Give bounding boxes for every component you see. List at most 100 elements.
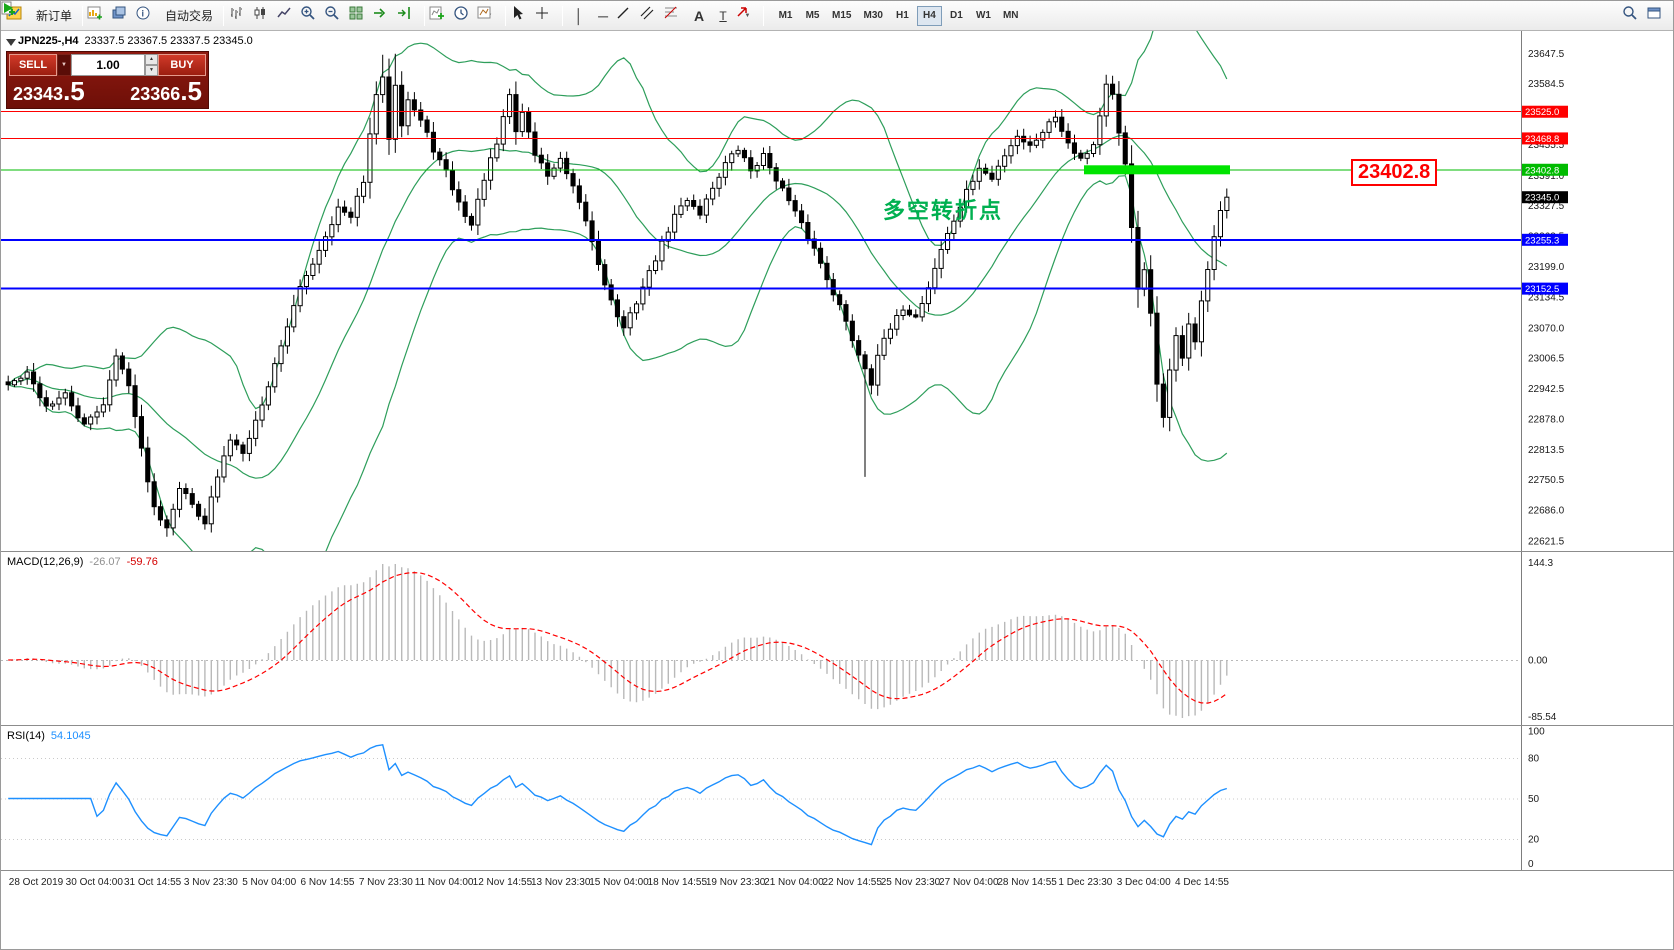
candlestick-chart-icon[interactable] [252, 5, 276, 27]
timeframe-W1[interactable]: W1 [971, 6, 996, 26]
cursor-icon[interactable] [510, 5, 534, 27]
timeframe-H1[interactable]: H1 [890, 6, 915, 26]
chart-shift-icon[interactable] [396, 5, 420, 27]
timeframe-M1[interactable]: M1 [773, 6, 798, 26]
timeframe-D1[interactable]: D1 [944, 6, 969, 26]
timeframe-group: M1 M5 M15 M30 H1 H4 D1 W1 MN [772, 5, 1024, 26]
macd-scale-label: 0.00 [1528, 656, 1548, 667]
time-label: 27 Nov 04:00 [939, 877, 999, 888]
rsi-panel: 100 80 50 20 0 RSI(14) 54.1045 [1, 725, 1674, 871]
time-label: 13 Nov 23:30 [530, 877, 591, 888]
time-label: 15 Nov 04:00 [589, 877, 649, 888]
buy-button[interactable]: BUY [158, 54, 206, 76]
macd-histogram [13, 564, 1228, 718]
timeframe-M5[interactable]: M5 [800, 6, 825, 26]
chart-annotation[interactable]: 多空转折点 [883, 198, 1004, 223]
toolbar-separator [424, 5, 426, 26]
price-tick-label: 23391.0 [1528, 171, 1565, 182]
price-tag: 23255.3 [1522, 233, 1568, 246]
time-label: 19 Nov 23:30 [705, 877, 766, 888]
periods-icon[interactable]: ▼ [453, 5, 477, 27]
time-label: 3 Dec 04:00 [1116, 877, 1171, 888]
time-label: 3 Nov 23:30 [183, 877, 238, 888]
rsi-line [8, 744, 1228, 846]
vertical-line-icon[interactable]: │ [574, 7, 584, 24]
price-tick-label: 22878.0 [1528, 414, 1565, 425]
time-label: 6 Nov 14:55 [300, 877, 355, 888]
trendline-icon[interactable] [615, 5, 639, 27]
chart-area: 23647.523584.523521.523455.523391.023327… [1, 31, 1674, 949]
text-icon[interactable]: A [693, 7, 705, 24]
arrow-tool-icon[interactable]: ▼ [735, 5, 759, 27]
data-window-icon[interactable]: i [135, 5, 159, 27]
timeframe-M30[interactable]: M30 [858, 6, 887, 26]
tile-windows-icon[interactable] [348, 5, 372, 27]
zoom-in-icon[interactable] [300, 5, 324, 27]
price-tick-label: 22686.0 [1528, 506, 1565, 517]
auto-scroll-icon[interactable] [372, 5, 396, 27]
time-label: 5 Nov 04:00 [242, 877, 297, 888]
macd-chart[interactable]: 144.3 0.00 -85.54 [1, 552, 1674, 726]
line-chart-icon[interactable] [276, 5, 300, 27]
price-tag: 23468.8 [1522, 132, 1568, 145]
channel-icon[interactable] [639, 5, 663, 27]
time-label: 7 Nov 23:30 [358, 877, 413, 888]
price-callout-label[interactable]: 23402.8 [1351, 159, 1438, 186]
rsi-scale-label: 80 [1528, 754, 1540, 765]
svg-text:i: i [142, 8, 145, 18]
one-click-toggle-icon[interactable] [6, 39, 16, 46]
thick-green-segment[interactable] [1084, 165, 1230, 175]
time-label: 1 Dec 23:30 [1058, 877, 1113, 888]
time-label: 28 Oct 2019 [8, 877, 64, 888]
chart-header: JPN225-,H4 23337.5 23367.5 23337.5 23345.… [18, 35, 253, 47]
price-tick-label: 23070.0 [1528, 323, 1565, 334]
volume-dropdown-button[interactable]: ▼ [57, 54, 71, 76]
sell-price: 23343.5 [13, 76, 85, 106]
volume-input[interactable]: 1.00 [71, 54, 145, 76]
window-icon[interactable] [1646, 5, 1670, 27]
price-tick-label: 23647.5 [1528, 49, 1565, 60]
sell-button[interactable]: SELL [9, 54, 57, 76]
profiles-icon[interactable] [111, 5, 135, 27]
timeframe-M15[interactable]: M15 [827, 6, 856, 26]
price-tick-label: 23199.0 [1528, 262, 1565, 273]
new-chart-icon[interactable] [87, 5, 111, 27]
new-order-button[interactable]: 新订单 [1, 1, 78, 27]
rsi-scale-label: 100 [1528, 727, 1545, 738]
bars-chart-icon[interactable] [228, 5, 252, 27]
timeframe-H4[interactable]: H4 [916, 5, 942, 26]
toolbar-separator [562, 5, 564, 26]
price-tick-label: 22750.5 [1528, 475, 1565, 486]
price-chart[interactable]: 23647.523584.523521.523455.523391.023327… [1, 31, 1674, 551]
svg-text:23152.5: 23152.5 [1525, 284, 1559, 295]
time-label: 21 Nov 04:00 [764, 877, 824, 888]
time-label: 25 Nov 23:30 [880, 877, 941, 888]
zoom-out-icon[interactable] [324, 5, 348, 27]
rsi-value: 54.1045 [50, 730, 91, 742]
fibonacci-icon[interactable] [663, 5, 687, 27]
text-label-icon[interactable]: T [719, 8, 727, 23]
price-tag: 23525.0 [1522, 105, 1568, 118]
volume-up-button[interactable]: ▲ [145, 54, 158, 65]
time-axis[interactable]: 28 Oct 2019 30 Oct 04:00 31 Oct 14:55 3 Nov… [1, 870, 1673, 949]
volume-down-button[interactable]: ▼ [145, 65, 158, 76]
price-tag: 23152.5 [1522, 282, 1568, 295]
buy-price: 23366.5 [130, 76, 202, 106]
rsi-scale-label: 50 [1528, 794, 1540, 805]
price-tick-label: 23134.5 [1528, 293, 1565, 304]
autotrading-button[interactable]: 自动交易 [4, 3, 219, 27]
ohlc-values: 23337.5 23367.5 23337.5 23345.0 [84, 35, 253, 47]
main-chart-panel: 23647.523584.523521.523455.523391.023327… [1, 31, 1674, 551]
svg-text:23525.0: 23525.0 [1525, 107, 1559, 118]
timeframe-MN[interactable]: MN [998, 6, 1024, 26]
search-icon[interactable] [1622, 5, 1646, 27]
price-tick-label: 22621.5 [1528, 536, 1565, 547]
templates-icon[interactable]: ▼ [477, 5, 501, 27]
bollinger-bands [7, 31, 1228, 551]
macd-signal-line [8, 571, 1228, 704]
indicators-icon[interactable] [429, 5, 453, 27]
horizontal-line-icon[interactable]: ─ [598, 7, 608, 24]
svg-text:23255.3: 23255.3 [1525, 235, 1559, 246]
rsi-chart[interactable]: 100 80 50 20 0 [1, 726, 1674, 871]
crosshair-icon[interactable] [534, 5, 558, 27]
